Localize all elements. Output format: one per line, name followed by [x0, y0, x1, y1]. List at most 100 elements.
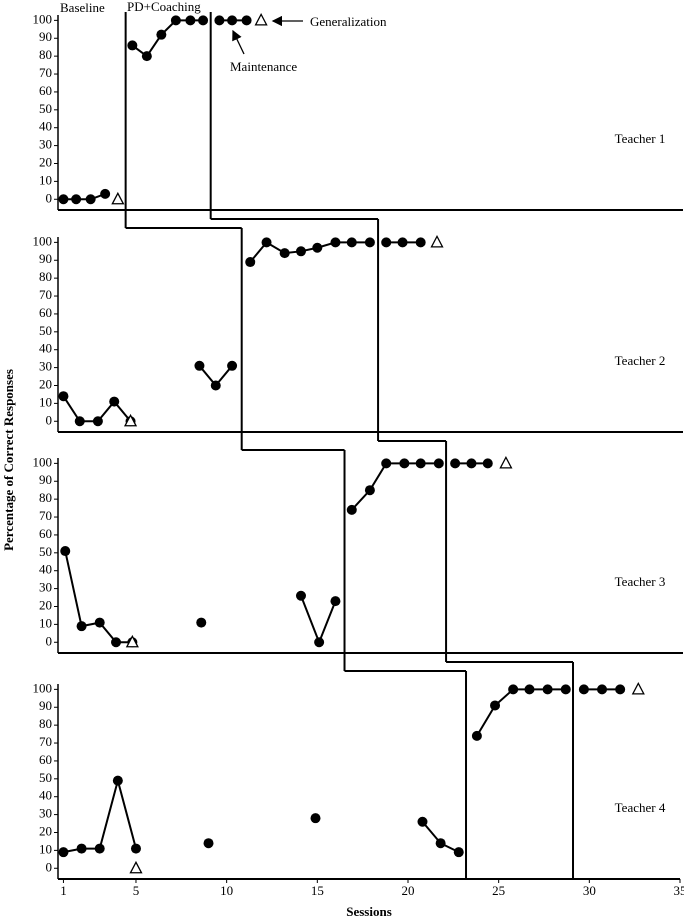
data-point — [109, 396, 120, 407]
y-tick-label: 50 — [39, 770, 52, 785]
data-line — [300, 595, 337, 645]
data-point — [615, 684, 626, 695]
data-point — [58, 847, 69, 858]
x-axis-label: Sessions — [346, 904, 392, 919]
data-point — [141, 51, 152, 62]
generalization-probe — [125, 634, 139, 648]
y-tick-label: 10 — [39, 615, 52, 630]
data-point — [433, 458, 444, 469]
y-tick-label: 60 — [39, 526, 52, 541]
data-point — [450, 458, 461, 469]
data-point — [314, 637, 325, 648]
generalization-probe — [430, 234, 444, 248]
data-point — [92, 416, 103, 427]
data-point — [196, 617, 207, 628]
y-tick-label: 70 — [39, 287, 52, 302]
data-point — [346, 237, 357, 248]
y-tick-label: 60 — [39, 305, 52, 320]
data-point — [94, 843, 105, 854]
data-point — [524, 684, 535, 695]
data-point — [74, 416, 85, 427]
y-tick-label: 40 — [39, 119, 52, 134]
data-point — [397, 237, 408, 248]
data-line — [476, 688, 566, 737]
y-tick-label: 0 — [46, 859, 53, 874]
data-point — [490, 700, 501, 711]
y-tick-label: 10 — [39, 394, 52, 409]
data-line — [351, 462, 439, 511]
y-tick-label: 30 — [39, 580, 52, 595]
y-tick-label: 40 — [39, 562, 52, 577]
data-point — [330, 596, 341, 607]
data-point — [111, 637, 122, 648]
data-point — [94, 617, 105, 628]
data-line — [63, 776, 137, 854]
y-tick-label: 30 — [39, 806, 52, 821]
y-tick-label: 70 — [39, 65, 52, 80]
data-point — [415, 458, 426, 469]
annotation: Maintenance — [230, 59, 297, 74]
data-point — [471, 730, 482, 741]
data-point — [399, 458, 410, 469]
data-point — [508, 684, 519, 695]
y-tick-label: 0 — [46, 633, 53, 648]
x-tick-label: 35 — [674, 883, 684, 898]
data-point — [245, 257, 256, 268]
data-point — [482, 458, 493, 469]
data-point — [58, 194, 69, 205]
data-line — [131, 19, 204, 58]
y-tick-label: 70 — [39, 508, 52, 523]
annotation: Baseline — [60, 0, 105, 15]
data-point — [76, 621, 87, 632]
data-point — [560, 684, 571, 695]
y-tick-label: 70 — [39, 734, 52, 749]
data-point — [71, 194, 82, 205]
data-point — [542, 684, 553, 695]
panel-title: Teacher 2 — [615, 353, 666, 368]
data-point — [85, 194, 96, 205]
y-tick-label: 20 — [39, 376, 52, 391]
x-tick-label: 15 — [311, 883, 324, 898]
data-point — [185, 15, 196, 26]
y-tick-label: 100 — [33, 11, 53, 26]
y-tick-label: 80 — [39, 490, 52, 505]
y-axis-label: Percentage of Correct Responses — [1, 369, 16, 551]
x-tick-label: 25 — [492, 883, 505, 898]
y-tick-label: 10 — [39, 841, 52, 856]
x-tick-label: 1 — [60, 883, 67, 898]
y-tick-label: 30 — [39, 359, 52, 374]
y-tick-label: 20 — [39, 823, 52, 838]
generalization-probe — [631, 681, 645, 695]
y-tick-label: 90 — [39, 251, 52, 266]
y-tick-label: 60 — [39, 83, 52, 98]
y-tick-label: 40 — [39, 788, 52, 803]
data-point — [60, 546, 71, 557]
data-point — [330, 237, 341, 248]
data-point — [597, 684, 608, 695]
y-tick-label: 50 — [39, 544, 52, 559]
data-point — [112, 775, 123, 786]
y-tick-label: 100 — [33, 233, 53, 248]
data-point — [578, 684, 589, 695]
data-point — [364, 485, 375, 496]
data-point — [312, 242, 323, 253]
data-point — [58, 391, 69, 402]
y-tick-label: 50 — [39, 101, 52, 116]
data-point — [156, 29, 167, 40]
data-point — [364, 237, 375, 248]
data-point — [346, 504, 357, 515]
data-point — [279, 248, 290, 259]
panel-title: Teacher 1 — [615, 131, 666, 146]
data-line — [63, 192, 106, 201]
x-tick-label: 20 — [401, 883, 414, 898]
generalization-probe — [129, 860, 143, 874]
y-tick-label: 90 — [39, 29, 52, 44]
generalization-probe — [123, 413, 138, 427]
data-point — [295, 590, 306, 601]
data-point — [210, 380, 221, 391]
y-tick-label: 30 — [39, 137, 52, 152]
data-point — [214, 15, 225, 26]
y-tick-label: 40 — [39, 341, 52, 356]
y-tick-label: 50 — [39, 323, 52, 338]
